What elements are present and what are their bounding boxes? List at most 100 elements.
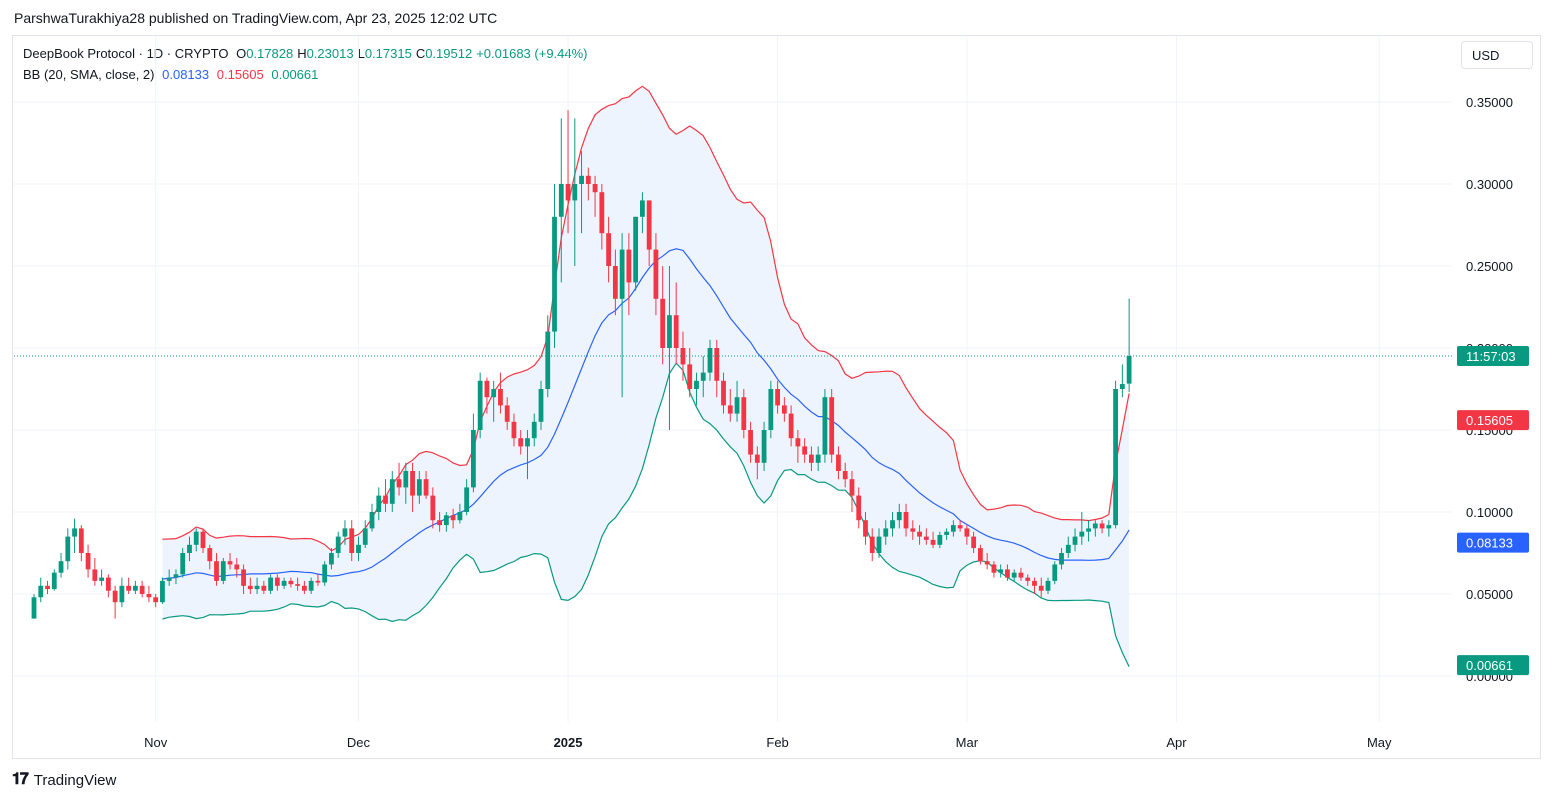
candle-body — [1106, 525, 1112, 529]
candle-body — [883, 528, 889, 537]
candle-body — [1072, 536, 1078, 545]
candle-body — [781, 405, 787, 414]
candle-body — [748, 430, 753, 455]
candle-body — [193, 531, 199, 545]
candle-body — [187, 544, 192, 553]
candle-body — [72, 528, 77, 537]
candle-body — [640, 200, 645, 217]
candle-body — [768, 389, 774, 430]
candle-body — [1086, 528, 1091, 532]
candle-body — [971, 536, 977, 549]
ohlc-values: O0.17828 H0.23013 L0.17315 C0.19512 +0.01683… — [236, 46, 591, 61]
published-line: ParshwaTurakhiya28 published on TradingV… — [14, 10, 498, 26]
candle-body — [876, 536, 882, 553]
candle-body — [139, 585, 145, 594]
candle-body — [957, 525, 963, 529]
candle-body — [443, 515, 449, 526]
candle-body — [450, 515, 456, 521]
candle-body — [700, 372, 706, 381]
high-value: 0.23013 — [306, 46, 354, 61]
x-tick-label: Nov — [144, 735, 168, 750]
x-tick-label: Dec — [347, 735, 371, 750]
candle-body — [849, 479, 855, 496]
low-label: L — [357, 46, 365, 61]
candle-body — [234, 564, 240, 570]
candle-body — [31, 597, 37, 619]
y-tick-label: 0.30000 — [1466, 177, 1513, 192]
candle-body — [322, 564, 328, 583]
candle-body — [660, 298, 666, 348]
candle-body — [531, 421, 537, 439]
bb-lower-value: 0.00661 — [271, 67, 319, 82]
candle-body — [606, 233, 611, 266]
candle-body — [92, 569, 98, 581]
candle-body — [484, 380, 490, 398]
candle-body — [991, 564, 997, 573]
candle-body — [646, 200, 652, 250]
candle-body — [673, 315, 679, 348]
candle-body — [1005, 569, 1010, 578]
candle-body — [214, 561, 219, 581]
candle-body — [944, 531, 949, 535]
candle-body — [146, 594, 152, 598]
symbol-label[interactable]: DeepBook Protocol · 1D · CRYPTO — [23, 46, 229, 61]
candle-body — [619, 249, 625, 299]
bb-upper-value: 0.15605 — [216, 67, 264, 82]
y-tick-label: 0.35000 — [1466, 95, 1513, 110]
candle-body — [903, 512, 909, 529]
candle-body — [85, 553, 91, 570]
footer: 𝟏𝟕 TradingView — [12, 771, 116, 789]
candle-body — [389, 479, 395, 504]
chart-frame[interactable] — [12, 35, 1541, 759]
bb-label[interactable]: BB (20, SMA, close, 2) — [23, 67, 155, 82]
candle-body — [809, 454, 814, 463]
candle-body — [268, 577, 273, 591]
open-label: O — [236, 46, 247, 61]
candle-body — [836, 454, 841, 471]
candle-body — [511, 421, 517, 439]
candle-body — [538, 389, 544, 422]
candle-body — [315, 580, 321, 583]
candle-body — [653, 249, 659, 299]
countdown-tag: 11:57:03 — [1466, 349, 1516, 364]
x-tick-label: 2025 — [554, 735, 583, 750]
candle-body — [288, 580, 294, 585]
y-tick-label: 0.25000 — [1466, 259, 1513, 274]
candle-body — [863, 520, 868, 537]
candle-body — [45, 585, 50, 590]
candle-body — [937, 534, 943, 545]
candle-body — [754, 454, 760, 463]
low-value: 0.17315 — [364, 46, 412, 61]
candle-body — [788, 413, 794, 439]
bollinger-lower-line — [162, 362, 1130, 667]
countdown-tag-bg — [1457, 346, 1529, 367]
candle-body — [964, 528, 970, 537]
candle-body — [180, 553, 186, 575]
candle-body — [930, 539, 936, 545]
candle-body — [166, 577, 172, 581]
candle-body — [1099, 523, 1105, 529]
close-value: 0.19512 — [425, 46, 473, 61]
change-value: +0.01683 (+9.44%) — [476, 46, 588, 61]
bb-upper-tag-bg — [1457, 410, 1529, 431]
candle-body — [856, 495, 862, 521]
candle-body — [369, 512, 375, 529]
candle-body — [376, 495, 382, 512]
currency-button[interactable]: USD — [1461, 41, 1533, 69]
candle-body — [890, 520, 895, 529]
candle-body — [1038, 585, 1044, 591]
candle-body — [626, 249, 632, 283]
candle-body — [633, 216, 639, 283]
candle-body — [734, 397, 740, 414]
candle-body — [761, 430, 767, 463]
candle-body — [504, 405, 510, 422]
candle-body — [1025, 577, 1031, 581]
candle-body — [579, 175, 584, 184]
candle-body — [815, 454, 821, 463]
candle-body — [153, 597, 159, 603]
candle-body — [896, 512, 902, 521]
footer-brand[interactable]: TradingView — [33, 771, 117, 789]
candle-body — [923, 536, 929, 540]
candle-body — [1052, 564, 1058, 581]
